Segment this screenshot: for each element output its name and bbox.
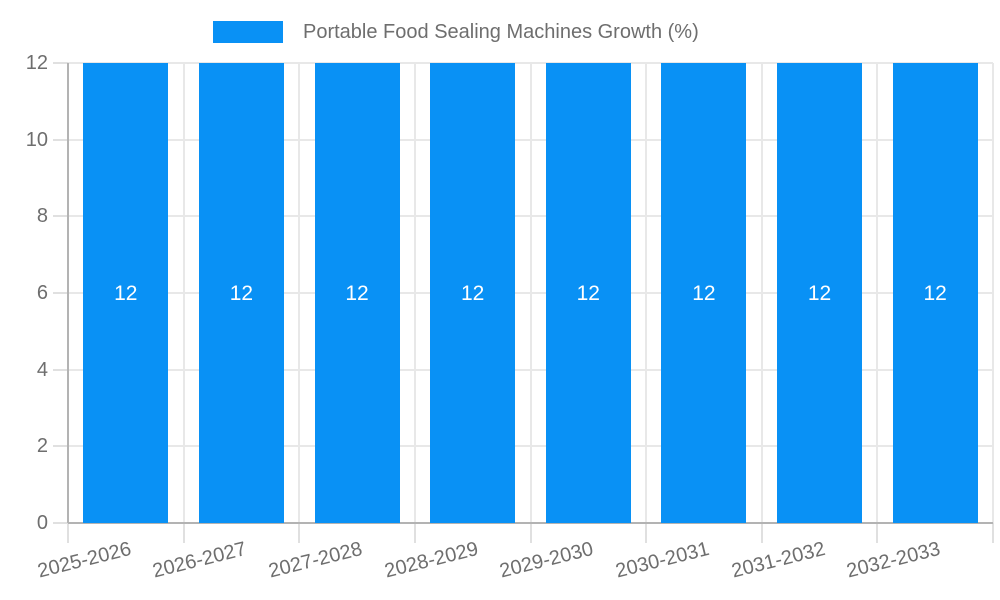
- bar-value-label: 12: [229, 281, 254, 305]
- bar-2028-2029[interactable]: 12: [430, 63, 516, 523]
- legend-swatch-icon: [213, 21, 283, 43]
- v-gridline: [413, 63, 416, 523]
- y-axis-label: 6: [36, 282, 48, 304]
- y-axis-line: [67, 63, 69, 523]
- y-axis-tick: [53, 62, 68, 64]
- x-axis-tick: [992, 523, 994, 543]
- x-axis-tick: [67, 523, 69, 543]
- bar-2032-2033[interactable]: 12: [892, 63, 978, 523]
- v-gridline: [529, 63, 532, 523]
- v-gridline: [760, 63, 763, 523]
- x-axis-tick: [413, 523, 416, 543]
- bar-2030-2031[interactable]: 12: [661, 63, 747, 523]
- y-axis-tick: [53, 215, 68, 218]
- y-axis-tick: [53, 138, 68, 141]
- bar-value-label: 12: [114, 281, 138, 305]
- x-axis-tick: [645, 523, 648, 543]
- x-axis-tick: [876, 523, 879, 543]
- bar-2031-2032[interactable]: 12: [777, 63, 863, 523]
- bar-value-label: 12: [576, 281, 600, 305]
- bar-value-label: 12: [923, 281, 947, 305]
- x-axis-tick: [529, 523, 532, 543]
- v-gridline: [182, 63, 185, 523]
- bar-2027-2028[interactable]: 12: [314, 63, 400, 523]
- y-axis-tick: [53, 292, 68, 294]
- bar-value-label: 12: [461, 281, 485, 305]
- v-gridline: [992, 63, 994, 523]
- bar-value-label: 12: [692, 281, 716, 305]
- bar-2026-2027[interactable]: 12: [198, 63, 284, 523]
- x-axis-tick: [760, 523, 763, 543]
- y-axis-tick: [53, 445, 68, 448]
- bar-2025-2026[interactable]: 12: [83, 63, 169, 523]
- x-axis-line: [68, 522, 993, 524]
- v-gridline: [876, 63, 879, 523]
- y-axis-label: 2: [36, 435, 48, 458]
- bar-value-label: 12: [345, 281, 369, 305]
- v-gridline: [645, 63, 648, 523]
- y-axis-label: 10: [25, 128, 48, 151]
- y-axis-label: 12: [25, 52, 48, 74]
- plot-area: 0 2 4 6 8 10 12 12 2025-2026 12 2026-2027 12 2027-20…: [26, 52, 994, 582]
- v-gridline: [298, 63, 301, 523]
- bar-value-label: 12: [807, 281, 832, 305]
- legend-label: Portable Food Sealing Machines Growth (%…: [303, 21, 699, 43]
- y-axis-label: 8: [36, 205, 48, 228]
- y-axis-tick: [53, 522, 68, 524]
- chart-legend-item[interactable]: Portable Food Sealing Machines Growth (%…: [213, 21, 699, 43]
- x-axis-tick: [298, 523, 301, 543]
- x-axis-tick: [182, 523, 185, 543]
- y-axis-tick: [53, 368, 68, 371]
- y-axis-label: 0: [36, 512, 48, 534]
- bar-2029-2030[interactable]: 12: [545, 63, 631, 523]
- y-axis-label: 4: [36, 358, 48, 381]
